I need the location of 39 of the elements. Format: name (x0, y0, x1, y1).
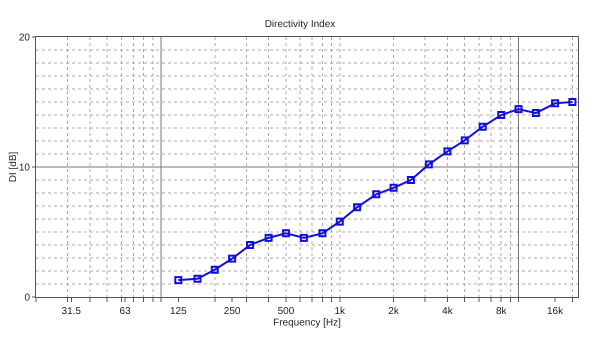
x-tick-label: 31.5 (62, 306, 82, 317)
point (390, 184, 398, 192)
point (514, 105, 523, 114)
point (497, 111, 506, 119)
point (228, 254, 236, 263)
y-axis-title: DI [dB] (8, 152, 19, 182)
y-tick-label: 10 (18, 162, 30, 174)
x-tick-label: 16k (546, 306, 564, 317)
point (353, 203, 362, 212)
x-tick-label: 125 (170, 306, 188, 317)
point (372, 190, 380, 198)
point (193, 274, 202, 283)
x-tick-label: 2k (388, 306, 400, 317)
point (478, 122, 487, 131)
point (282, 229, 290, 238)
point (246, 241, 254, 249)
point (424, 160, 433, 168)
point (300, 234, 308, 242)
chart-title: Directivity Index (264, 19, 336, 30)
point (264, 234, 273, 242)
x-tick-label: 250 (224, 306, 241, 317)
point (568, 98, 576, 106)
point (551, 99, 560, 108)
point (532, 109, 540, 118)
y-tick-label: 0 (24, 292, 30, 304)
point (174, 276, 182, 284)
x-tick-label: 4k (442, 306, 454, 317)
x-tick-label: 63 (120, 306, 132, 317)
x-tick-label: 8k (496, 306, 508, 317)
x-tick-label: 500 (278, 306, 295, 317)
point (318, 229, 326, 238)
x-axis-title: Frequency [Hz] (273, 318, 342, 328)
point (210, 266, 219, 274)
point (406, 176, 415, 184)
y-tick-label: 20 (18, 32, 30, 44)
point (460, 136, 469, 144)
point (336, 218, 344, 226)
point (443, 147, 452, 156)
x-tick-label: 1k (334, 306, 346, 317)
